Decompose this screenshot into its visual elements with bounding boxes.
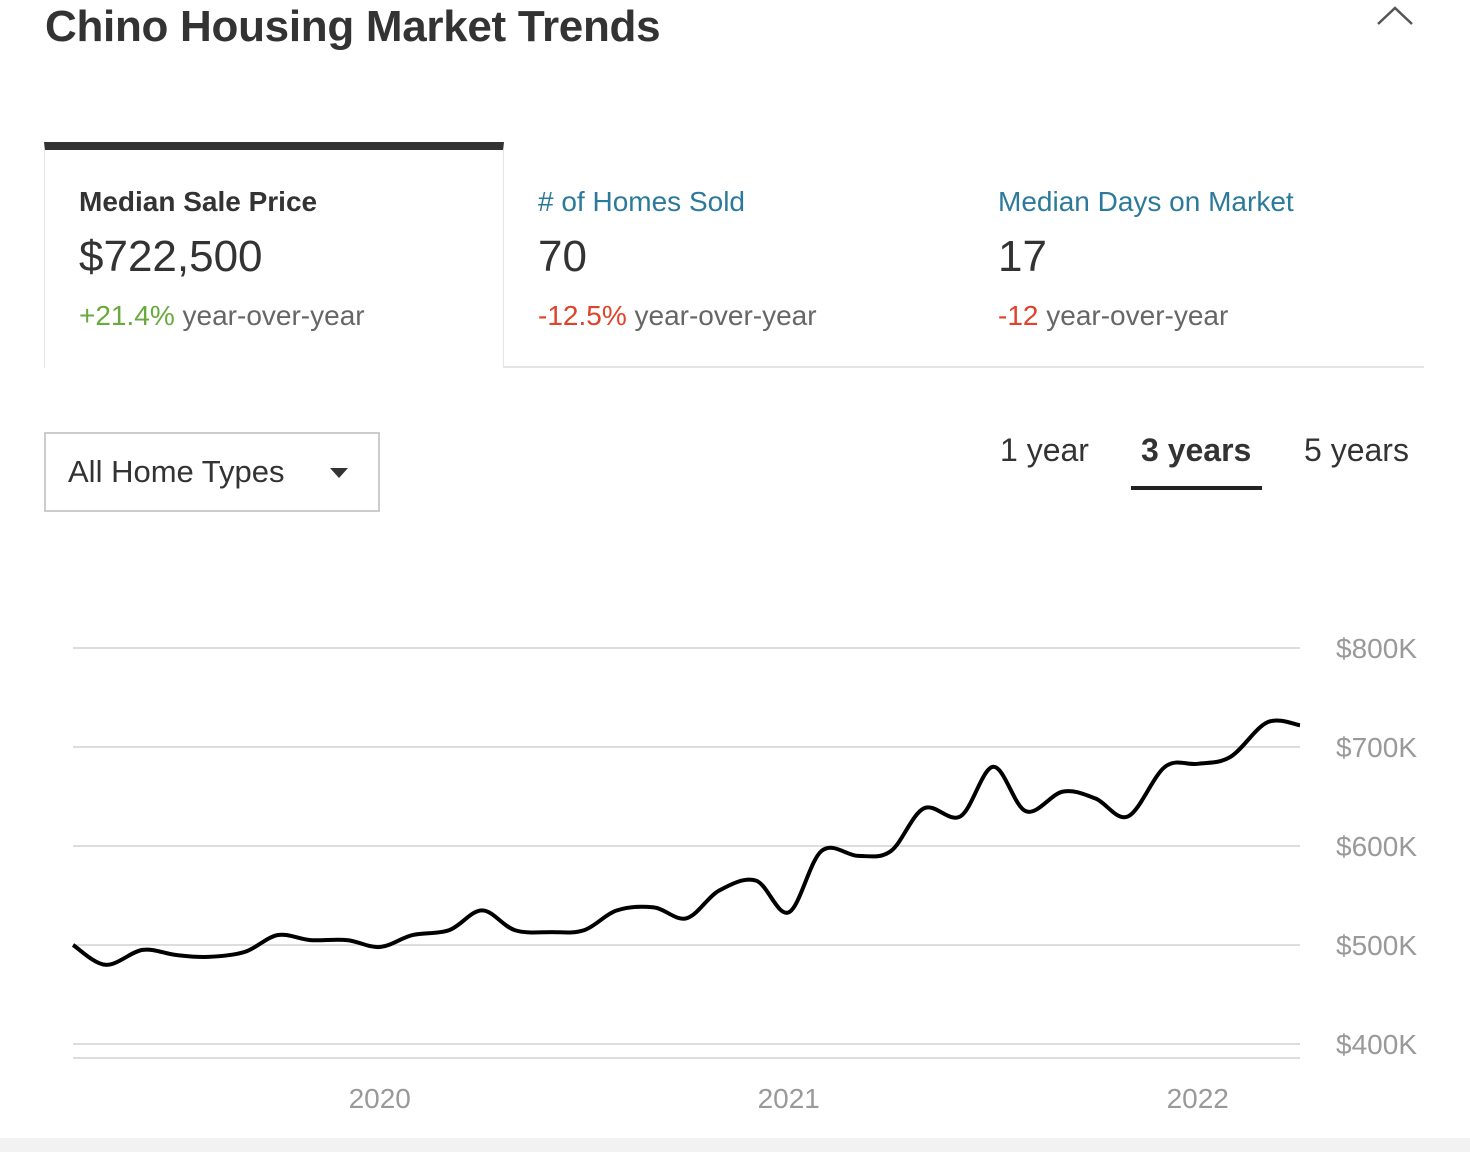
y-tick-label: $500K (1336, 930, 1417, 961)
tab-5-years[interactable]: 5 years (1304, 432, 1409, 468)
metric-tabs: Median Sale Price $722,500 +21.4% year-o… (44, 142, 1424, 368)
change-value: -12.5% (538, 300, 627, 331)
metric-value: $722,500 (79, 232, 263, 281)
page-title: Chino Housing Market Trends (45, 2, 661, 51)
change-suffix: year-over-year (1046, 300, 1229, 331)
tab-3-years[interactable]: 3 years (1131, 432, 1262, 490)
tab-median-sale-price[interactable]: Median Sale Price $722,500 +21.4% year-o… (44, 142, 504, 368)
bottom-divider (0, 1138, 1470, 1152)
metric-label: Median Sale Price (79, 186, 318, 217)
x-tick-label: 2022 (1167, 1083, 1229, 1114)
metric-value: 17 (998, 232, 1047, 281)
home-type-label: All Home Types (68, 454, 285, 489)
change-suffix: year-over-year (182, 300, 365, 331)
home-type-dropdown[interactable]: All Home Types (44, 432, 380, 512)
y-tick-label: $600K (1336, 831, 1417, 862)
tab-homes-sold[interactable]: # of Homes Sold 70 -12.5% year-over-year (504, 142, 964, 368)
collapse-button[interactable] (1374, 2, 1418, 30)
series-line (71, 718, 1301, 967)
y-tick-label: $700K (1336, 732, 1417, 763)
metric-change: +21.4% year-over-year (79, 300, 365, 332)
metric-change: -12.5% year-over-year (538, 300, 817, 332)
chevron-up-icon (1377, 6, 1413, 25)
caret-down-icon (330, 468, 348, 478)
metric-value: 70 (538, 232, 587, 281)
tab-median-days-on-market[interactable]: Median Days on Market 17 -12 year-over-y… (964, 142, 1424, 368)
metric-change: -12 year-over-year (998, 300, 1228, 332)
tab-1-year[interactable]: 1 year (1000, 432, 1089, 468)
change-value: +21.4% (79, 300, 175, 331)
x-tick-label: 2021 (758, 1083, 820, 1114)
x-tick-label: 2020 (349, 1083, 411, 1114)
median-sale-price-chart: $400K $500K $600K $700K $800K 2020 2021 2022 (71, 633, 1417, 1114)
y-tick-label: $800K (1336, 633, 1417, 664)
change-value: -12 (998, 300, 1039, 331)
metric-label: # of Homes Sold (538, 186, 745, 217)
metric-label: Median Days on Market (998, 186, 1294, 217)
change-suffix: year-over-year (634, 300, 817, 331)
y-tick-label: $400K (1336, 1029, 1417, 1060)
